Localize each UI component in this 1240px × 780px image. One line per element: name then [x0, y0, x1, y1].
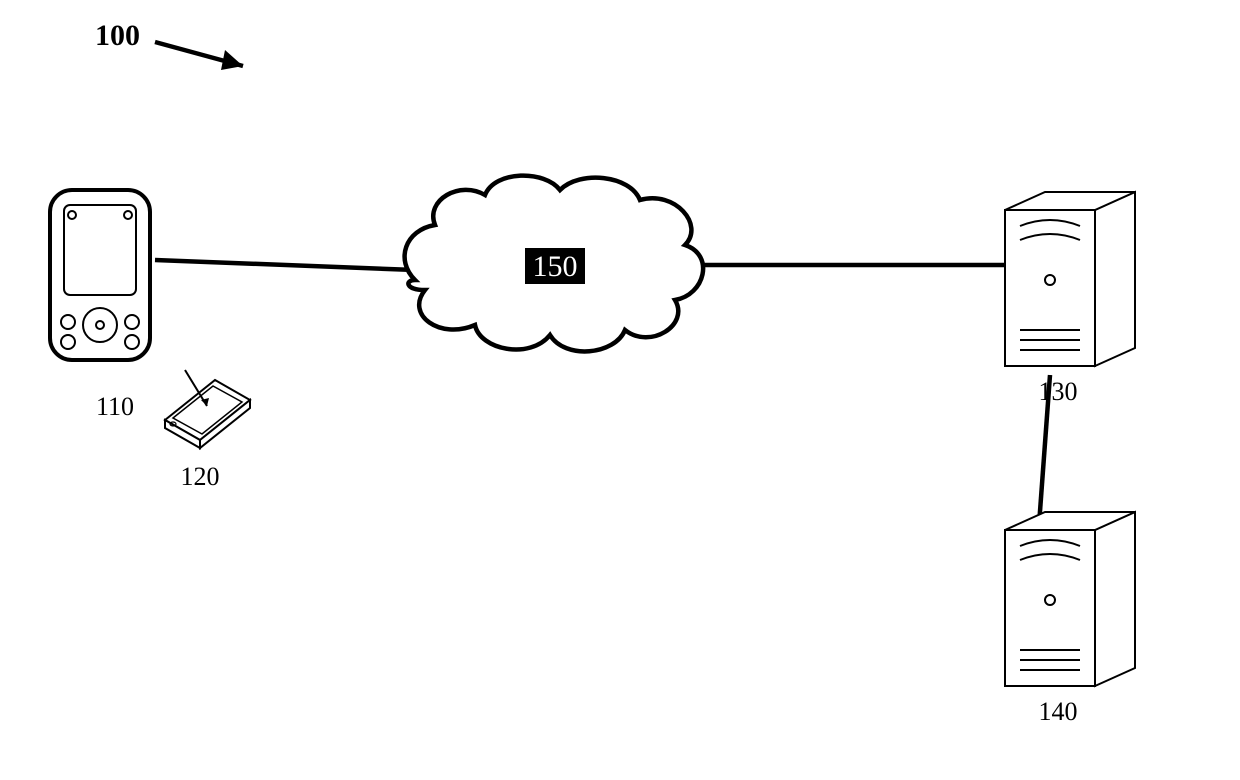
edge-pda-cloud — [155, 260, 415, 270]
tablet-icon — [165, 370, 250, 448]
title-arrow-icon — [155, 42, 243, 70]
tablet-label: 120 — [181, 462, 220, 491]
cloud-icon: 150 — [405, 176, 704, 352]
cloud-label: 150 — [533, 250, 578, 283]
network-diagram: 100 110 1 — [0, 0, 1240, 780]
pda-label: 110 — [96, 392, 134, 421]
server1-label: 130 — [1039, 377, 1078, 406]
pda-icon — [50, 190, 150, 360]
diagram-title: 100 — [95, 19, 243, 70]
server2-icon — [1005, 512, 1135, 686]
server1-icon — [1005, 192, 1135, 366]
server2-label: 140 — [1039, 697, 1078, 726]
diagram-title-text: 100 — [95, 19, 140, 52]
